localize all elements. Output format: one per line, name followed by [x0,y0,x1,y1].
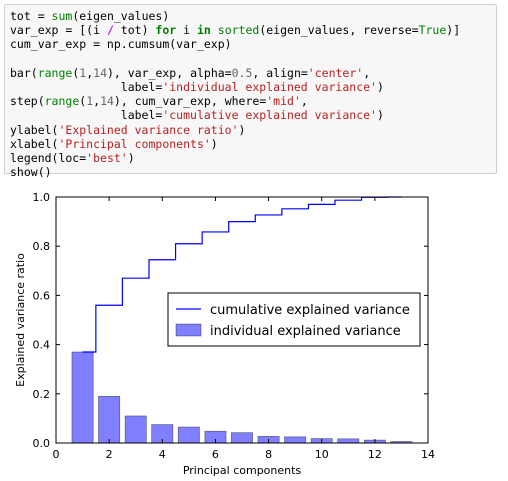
code-token: 14 [100,94,114,109]
code-token: (eigen_values, reverse= [259,23,419,38]
code-token: , [363,65,371,80]
y-tick-label: 0.6 [33,289,51,302]
bar [124,415,147,444]
code-token: 'cumulative explained variance' [162,108,377,123]
code-token: (eigen_values) [72,9,170,23]
code-token: ) [127,150,135,165]
x-axis-label: Principal components [183,464,302,477]
code-token: ) [376,79,384,94]
code-token: ), var_exp, alpha= [107,65,232,80]
code-token: True [418,23,447,38]
code-token: for [155,23,177,38]
code-token: 'individual explained variance' [162,79,377,94]
code-token: in [196,23,211,38]
legend-label: individual explained variance [210,324,401,339]
y-tick-label: 0.0 [33,437,51,450]
code-token: ) [210,136,218,151]
code-token: 'Principal components' [58,136,211,151]
code-token: sorted [217,23,260,38]
code-token: range [44,94,80,109]
code-token: 'Explained variance ratio' [58,122,239,137]
code-token: i [176,23,197,38]
code-token: xlabel( [10,136,59,151]
code-token: bar( [10,65,38,80]
legend-label: cumulative explained variance [210,303,410,318]
bar [98,395,121,444]
y-tick-label: 0.4 [33,339,51,352]
plot-frame [55,196,429,444]
x-tick-label: 12 [368,448,382,461]
code-line: tot = sum(eigen_values) [10,9,491,23]
x-tick-label: 4 [159,448,166,461]
code-line: bar(range(1,14), var_exp, alpha=0.5, ali… [10,66,491,80]
code-line: label='cumulative explained variance') [10,108,491,122]
bar [231,432,253,444]
code-token: 1 [79,65,87,80]
code-line: cum_var_exp = np.cumsum(var_exp) [10,37,491,51]
code-token: tot = [10,9,52,23]
x-tick-label: 8 [265,448,272,461]
legend-box [167,292,421,347]
code-line: show() [10,165,491,179]
bar [337,438,360,444]
code-token: 'mid' [266,94,301,109]
code-token: ), cum_var_exp, where= [113,94,267,109]
plot-output: 0 2 4 6 8 10 12 14 0.0 0.2 0.4 0.6 0.8 1.0 Principal c… [0,180,508,481]
code-token: ) [376,108,384,123]
code-token: , align= [252,65,308,80]
code-line: ylabel('Explained variance ratio') [10,123,491,137]
code-token: tot) [113,23,156,38]
chart: 0 2 4 6 8 10 12 14 0.0 0.2 0.4 0.6 0.8 1.0 Principal c… [14,191,435,477]
code-line: xlabel('Principal components') [10,137,491,151]
y-tick-label: 1.0 [33,191,51,204]
code-token: range [37,65,73,80]
code-token: , [300,94,308,109]
code-token: 'best' [86,150,128,165]
code-token: label= [10,79,163,94]
code-token: 1 [86,94,94,109]
code-token: ) [238,122,246,137]
y-axis-label: Explained variance ratio [14,253,27,387]
code-token [211,23,218,37]
x-tick-label: 10 [315,448,329,461]
code-line: label='individual explained variance') [10,80,491,94]
code-token: show() [10,165,52,180]
x-tick-label: 14 [421,448,435,461]
code-token: )] [446,23,461,38]
code-token: sum [51,9,73,23]
code-token: ( [72,65,80,80]
code-token: step( [10,94,45,109]
x-tick-label: 0 [53,448,60,461]
code-token: 0.5 [231,65,253,80]
code-cell[interactable]: tot = sum(eigen_values) var_exp = [(i / t… [4,4,497,179]
code-token: 'center' [307,65,364,80]
code-token: cum_var_exp = np.cumsum(var_exp) [10,37,232,52]
code-token: ( [79,94,87,109]
x-tick-label: 6 [212,448,219,461]
legend-bar-swatch [175,323,202,337]
code-line: step(range(1,14), cum_var_exp, where='mi… [10,94,491,108]
cumulative-step-line [82,196,402,353]
y-tick-label: 0.8 [33,240,51,253]
code-token: , [86,65,94,80]
bar [177,426,200,444]
x-tick-label: 2 [106,448,113,461]
code-token: , [93,94,101,109]
code-token: label= [10,108,163,123]
code-token: / [106,23,114,38]
bar [71,351,94,444]
code-line: legend(loc='best') [10,151,491,165]
code-line: var_exp = [(i / tot) for i in sorted(eig… [10,23,491,37]
code-line [10,52,491,66]
code-token: ylabel( [10,122,59,137]
y-tick-label: 0.2 [33,388,51,401]
bar [284,436,307,444]
code-token: legend(loc= [10,150,87,165]
code-token: var_exp = [(i [10,23,107,38]
code-token: 14 [93,65,107,80]
